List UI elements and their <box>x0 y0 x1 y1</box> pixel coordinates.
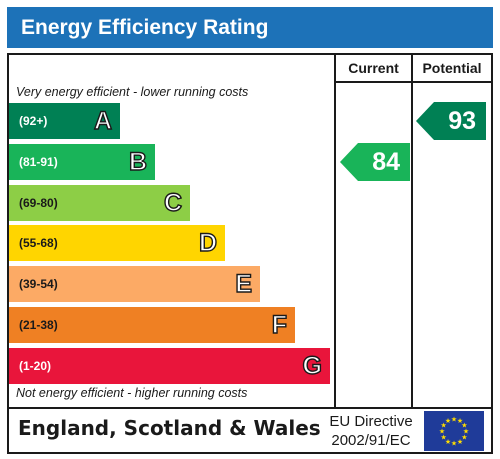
eu-star-icon: ★ <box>440 434 446 442</box>
band-letter-label: D <box>198 229 217 258</box>
eu-star-icon: ★ <box>451 416 457 424</box>
footer-divider <box>7 407 493 409</box>
band-range-label: (81-91) <box>19 154 58 169</box>
eu-star-icon: ★ <box>439 428 445 436</box>
band-letter-label: B <box>128 147 147 176</box>
eu-star-icon: ★ <box>457 417 463 425</box>
band-letter-label: C <box>163 188 182 217</box>
band-range-label: (39-54) <box>19 277 58 292</box>
band-letter-label: E <box>235 269 253 299</box>
current-rating-arrow: 84 <box>340 142 410 181</box>
footer-directive: EU Directive 2002/91/EC <box>322 412 420 450</box>
current-rating-value: 84 <box>372 147 400 176</box>
top-caption: Very energy efficient - lower running co… <box>16 85 249 99</box>
eu-flag-icon: ★ ★ ★ ★ ★ ★ ★ ★ ★ ★ ★ ★ <box>424 411 484 451</box>
potential-header: Potential <box>422 60 482 76</box>
footer-country: England, Scotland & Wales <box>18 416 321 440</box>
eu-star-icon: ★ <box>463 428 469 436</box>
band-g: (1-20) G <box>9 347 330 384</box>
band-range-label: (21-38) <box>19 318 58 332</box>
header-divider <box>334 81 493 83</box>
band-range-label: (69-80) <box>19 195 58 210</box>
potential-column-divider <box>411 53 413 409</box>
directive-line-2: 2002/91/EC <box>331 432 411 449</box>
band-letter-label: A <box>93 106 112 135</box>
band-e: (39-54) E <box>9 266 260 303</box>
current-header: Current <box>348 60 399 76</box>
current-column-divider <box>334 53 336 409</box>
band-a: (92+) A <box>9 103 120 139</box>
eu-star-icon: ★ <box>445 438 451 446</box>
eu-star-icon: ★ <box>461 434 467 442</box>
eu-star-icon: ★ <box>440 422 446 430</box>
potential-rating-value: 93 <box>448 107 476 135</box>
bottom-caption: Not energy efficient - higher running co… <box>16 386 248 400</box>
eu-star-icon: ★ <box>457 438 463 446</box>
rating-frame <box>7 53 493 454</box>
band-letter-label: G <box>302 351 323 380</box>
eu-star-icon: ★ <box>445 417 451 425</box>
band-letter-label: F <box>271 310 288 339</box>
potential-rating-arrow: 93 <box>416 102 486 140</box>
band-range-label: (1-20) <box>19 358 52 373</box>
chart-title: Energy Efficiency Rating <box>7 7 493 48</box>
directive-line-1: EU Directive <box>329 413 413 430</box>
band-f: (21-38) F <box>9 307 295 343</box>
band-d: (55-68) D <box>9 225 225 262</box>
eu-star-icon: ★ <box>451 440 457 448</box>
band-range-label: (92+) <box>19 114 48 128</box>
band-c: (69-80) C <box>9 184 190 221</box>
band-range-label: (55-68) <box>19 236 58 251</box>
band-b: (81-91) B <box>9 143 155 180</box>
eu-star-icon: ★ <box>461 422 467 430</box>
